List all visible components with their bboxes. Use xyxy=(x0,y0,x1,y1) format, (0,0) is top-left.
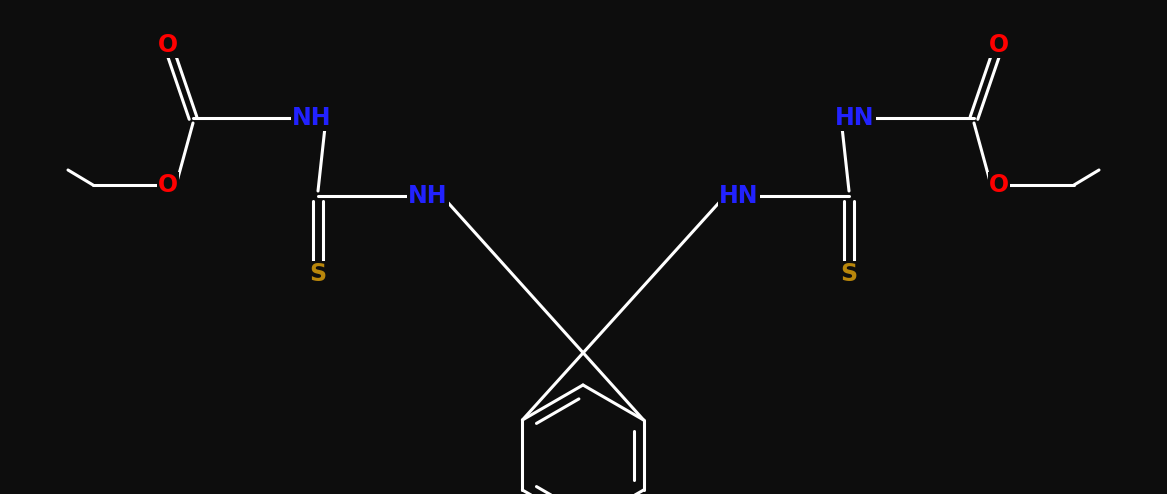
Text: S: S xyxy=(309,262,327,286)
Text: HN: HN xyxy=(719,184,759,208)
Text: S: S xyxy=(840,262,858,286)
Text: NH: NH xyxy=(408,184,448,208)
Text: O: O xyxy=(988,173,1009,197)
Text: NH: NH xyxy=(292,106,331,130)
Text: O: O xyxy=(158,173,179,197)
Text: O: O xyxy=(988,33,1009,57)
Text: HN: HN xyxy=(836,106,875,130)
Text: O: O xyxy=(158,33,179,57)
